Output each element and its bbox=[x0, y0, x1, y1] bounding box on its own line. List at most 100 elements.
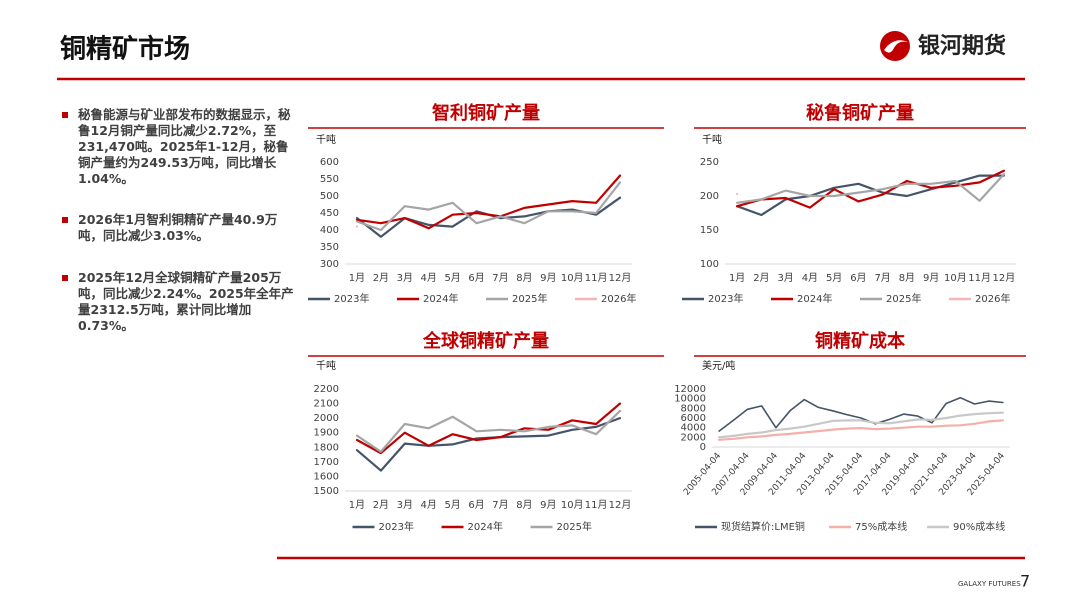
x-tick-label: 6月 bbox=[850, 272, 866, 284]
y-tick-label: 550 bbox=[320, 174, 339, 185]
y-tick-label: 0 bbox=[700, 442, 706, 453]
legend-label: 2025年 bbox=[512, 292, 547, 305]
y-tick-label: 400 bbox=[320, 225, 339, 236]
page-title: 铜精矿市场 bbox=[60, 34, 190, 65]
x-tick-label: 7月 bbox=[874, 272, 890, 284]
y-tick-label: 12000 bbox=[674, 384, 706, 395]
x-tick-label: 6月 bbox=[468, 499, 484, 511]
x-tick-label: 7月 bbox=[492, 499, 508, 511]
y-tick-label: 450 bbox=[320, 208, 339, 219]
y-tick-label: 150 bbox=[700, 225, 719, 236]
legend-label: 2023年 bbox=[334, 292, 369, 305]
y-tick-label: 8000 bbox=[681, 403, 706, 414]
x-tick-label: 3月 bbox=[777, 272, 793, 284]
y-tick-label: 2000 bbox=[314, 413, 339, 424]
logo-text: 银河期货 bbox=[918, 33, 1006, 59]
series-line bbox=[355, 402, 622, 455]
x-tick-label: 4月 bbox=[421, 272, 437, 284]
x-tick-label: 12月 bbox=[609, 272, 632, 284]
logo-swirl bbox=[884, 40, 908, 53]
legend-label: 2024年 bbox=[468, 520, 503, 533]
x-tick-label: 11月 bbox=[968, 272, 991, 284]
y-tick-label: 4000 bbox=[681, 423, 706, 434]
y-tick-label: 500 bbox=[320, 191, 339, 202]
x-tick-label: 1月 bbox=[349, 499, 365, 511]
chart-title: 秘鲁铜矿产量 bbox=[806, 102, 914, 124]
legend-label: 现货结算价:LME铜 bbox=[721, 520, 805, 533]
y-tick-label: 1900 bbox=[314, 428, 339, 439]
y-tick-label: 1700 bbox=[314, 457, 339, 468]
y-tick-label: 350 bbox=[320, 242, 339, 253]
y-tick-label: 6000 bbox=[681, 413, 706, 424]
unit-label: 千吨 bbox=[702, 133, 722, 146]
series-line bbox=[355, 409, 622, 453]
legend-label: 2024年 bbox=[423, 292, 458, 305]
series-line bbox=[736, 173, 1005, 204]
x-tick-label: 2月 bbox=[373, 272, 389, 284]
x-tick-label: 12月 bbox=[609, 499, 632, 511]
y-tick-label: 600 bbox=[320, 157, 339, 168]
legend-label: 2025年 bbox=[557, 520, 592, 533]
x-tick-label: 6月 bbox=[468, 272, 484, 284]
x-tick-label: 5月 bbox=[826, 272, 842, 284]
y-tick-label: 250 bbox=[700, 157, 719, 168]
x-tick-label: 4月 bbox=[421, 499, 437, 511]
x-tick-label: 9月 bbox=[540, 272, 556, 284]
chart-title: 铜精矿成本 bbox=[815, 330, 905, 352]
series-line bbox=[736, 174, 1005, 217]
x-tick-label: 1月 bbox=[729, 272, 745, 284]
x-tick-label: 3月 bbox=[397, 499, 413, 511]
y-tick-label: 1600 bbox=[314, 471, 339, 482]
x-tick-label: 3月 bbox=[397, 272, 413, 284]
legend-label: 2023年 bbox=[379, 520, 414, 533]
series-line bbox=[355, 174, 622, 230]
series-line bbox=[718, 419, 1004, 441]
y-tick-label: 2100 bbox=[314, 399, 339, 410]
y-tick-label: 100 bbox=[700, 259, 719, 270]
x-tick-label: 10月 bbox=[561, 499, 584, 511]
page-number: 7 bbox=[1020, 572, 1030, 591]
legend-label: 2026年 bbox=[601, 292, 636, 305]
x-tick-label: 12月 bbox=[993, 272, 1016, 284]
x-tick-label: 10月 bbox=[944, 272, 967, 284]
legend-label: 2023年 bbox=[708, 292, 743, 305]
x-tick-label: 8月 bbox=[516, 499, 532, 511]
y-tick-label: 1800 bbox=[314, 442, 339, 453]
legend-label: 2025年 bbox=[886, 292, 921, 305]
bullet: 2026年1月智利铜精矿产量40.9万吨，同比减少3.03%。 bbox=[60, 212, 300, 244]
bullet: 2025年12月全球铜精矿产量205万吨，同比减少2.24%。2025年全年产量… bbox=[60, 270, 300, 334]
y-tick-label: 10000 bbox=[674, 394, 706, 405]
chart-title: 全球铜精矿产量 bbox=[422, 330, 549, 352]
footer-brand: GALAXY FUTURES bbox=[958, 580, 1021, 588]
x-tick-label: 4月 bbox=[802, 272, 818, 284]
series-line bbox=[718, 396, 1004, 432]
series-line bbox=[355, 181, 622, 232]
y-tick-label: 2200 bbox=[314, 384, 339, 395]
series-line bbox=[355, 196, 622, 238]
x-tick-label: 5月 bbox=[444, 499, 460, 511]
x-tick-label: 7月 bbox=[492, 272, 508, 284]
series-line bbox=[355, 417, 622, 472]
x-tick-label: 11月 bbox=[585, 272, 608, 284]
y-tick-label: 2000 bbox=[681, 432, 706, 443]
y-tick-label: 300 bbox=[320, 259, 339, 270]
x-tick-label: 8月 bbox=[516, 272, 532, 284]
chart-title: 智利铜矿产量 bbox=[432, 102, 540, 124]
unit-label: 千吨 bbox=[316, 359, 336, 372]
series-line bbox=[718, 411, 1004, 439]
legend-label: 75%成本线 bbox=[855, 520, 907, 533]
x-tick-label: 5月 bbox=[444, 272, 460, 284]
bullet: 秘鲁能源与矿业部发布的数据显示，秘鲁12月铜产量同比减少2.72%，至231,4… bbox=[60, 107, 300, 187]
x-tick-label: 2月 bbox=[753, 272, 769, 284]
x-tick-label: 8月 bbox=[899, 272, 915, 284]
unit-label: 美元/吨 bbox=[702, 359, 735, 372]
legend-label: 90%成本线 bbox=[953, 520, 1005, 533]
x-tick-label: 10月 bbox=[561, 272, 584, 284]
legend-label: 2024年 bbox=[797, 292, 832, 305]
y-tick-label: 200 bbox=[700, 191, 719, 202]
y-tick-label: 1500 bbox=[314, 486, 339, 497]
x-tick-label: 9月 bbox=[540, 499, 556, 511]
legend-label: 2026年 bbox=[975, 292, 1010, 305]
